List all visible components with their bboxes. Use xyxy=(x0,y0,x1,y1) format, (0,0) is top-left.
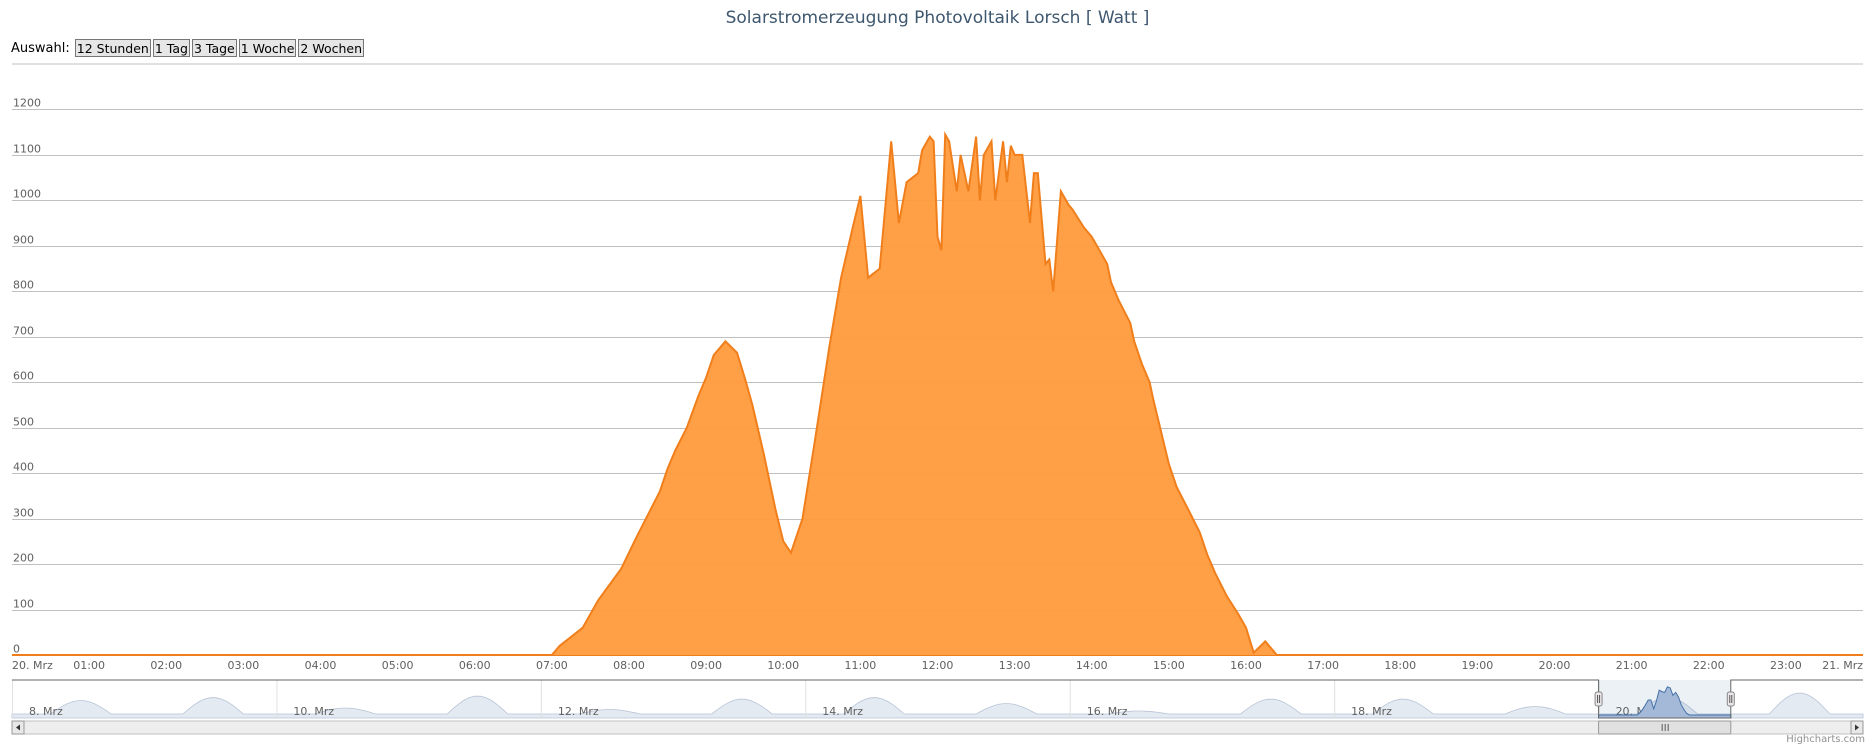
x-tick-label: 01:00 xyxy=(73,659,105,672)
y-tick-label: 900 xyxy=(13,234,34,247)
range-selector-label: Auswahl: xyxy=(11,40,70,56)
y-tick-label: 0 xyxy=(13,643,20,656)
range-button-3d[interactable]: 3 Tage xyxy=(191,39,237,57)
y-tick-label: 1000 xyxy=(13,188,41,201)
navigator-date-label: 10. Mrz xyxy=(293,705,334,718)
navigator-handle-right[interactable] xyxy=(1726,691,1735,707)
x-tick-label: 21. Mrz xyxy=(1822,659,1863,672)
x-tick-label: 13:00 xyxy=(999,659,1031,672)
navigator-outline xyxy=(12,679,1863,719)
scrollbar-left-button[interactable] xyxy=(11,720,25,735)
range-button-2w[interactable]: 2 Wochen xyxy=(298,39,365,57)
range-button-12h[interactable]: 12 Stunden xyxy=(74,39,151,57)
navigator-date-label: 8. Mrz xyxy=(29,705,63,718)
x-tick-label: 19:00 xyxy=(1462,659,1494,672)
navigator[interactable]: 8. Mrz 10. Mrz 12. Mrz 14. Mrz 16. Mrz 18. Mr… xyxy=(11,679,1864,735)
x-tick-label: 11:00 xyxy=(845,659,877,672)
navigator-background xyxy=(12,680,1863,718)
x-tick-label: 02:00 xyxy=(150,659,182,672)
x-tick-label: 21:00 xyxy=(1616,659,1648,672)
x-tick-label: 18:00 xyxy=(1384,659,1416,672)
x-tick-label: 05:00 xyxy=(382,659,414,672)
x-tick-label: 06:00 xyxy=(459,659,491,672)
x-tick-label: 12:00 xyxy=(922,659,954,672)
y-axis-labels: 0 100 200 300 400 500 600 700 800 900 1000 1100 1200 xyxy=(13,97,41,656)
navigator-series xyxy=(11,692,1864,719)
y-tick-label: 500 xyxy=(13,416,34,429)
credits-link[interactable]: Highcharts.com xyxy=(1786,734,1865,745)
x-tick-label: 22:00 xyxy=(1693,659,1725,672)
x-tick-label: 15:00 xyxy=(1153,659,1185,672)
y-tick-label: 400 xyxy=(13,461,34,474)
scrollbar-thumb[interactable] xyxy=(1598,720,1732,735)
x-tick-label: 03:00 xyxy=(228,659,260,672)
x-tick-label: 07:00 xyxy=(536,659,568,672)
series-area-fill xyxy=(12,134,1863,655)
range-button-1w[interactable]: 1 Woche xyxy=(238,39,297,57)
series-line xyxy=(12,130,1863,656)
y-tick-label: 700 xyxy=(13,325,34,338)
x-tick-label: 04:00 xyxy=(305,659,337,672)
x-tick-label: 09:00 xyxy=(690,659,722,672)
navigator-date-label: 16. Mrz xyxy=(1087,705,1128,718)
y-tick-label: 800 xyxy=(13,279,34,292)
x-tick-label: 16:00 xyxy=(1230,659,1262,672)
chart-title: Solarstromerzeugung Photovoltaik Lorsch … xyxy=(725,8,1150,28)
x-tick-label: 17:00 xyxy=(1307,659,1339,672)
navigator-date-label: 12. Mrz xyxy=(558,705,599,718)
range-selector: Auswahl: 12 Stunden 1 Tag 3 Tage 1 Woche… xyxy=(11,39,366,57)
range-button-1d[interactable]: 1 Tag xyxy=(152,39,190,57)
x-tick-label: 23:00 xyxy=(1770,659,1802,672)
scrollbar-right-button[interactable] xyxy=(1850,720,1864,735)
y-tick-label: 200 xyxy=(13,552,34,565)
y-tick-label: 100 xyxy=(13,598,34,611)
x-tick-label: 14:00 xyxy=(1076,659,1108,672)
x-axis-labels: 20. Mrz 01:00 02:00 03:00 04:00 05:00 06:00 07:… xyxy=(12,655,1863,672)
x-tick-label: 08:00 xyxy=(613,659,645,672)
scrollbar-track[interactable] xyxy=(11,720,1864,735)
x-tick-label: 20. Mrz xyxy=(12,659,53,672)
x-tick-label: 20:00 xyxy=(1539,659,1571,672)
navigator-handle-left[interactable] xyxy=(1594,691,1603,707)
y-tick-label: 300 xyxy=(13,507,34,520)
navigator-selected-series xyxy=(1598,686,1732,719)
y-tick-label: 600 xyxy=(13,370,34,383)
y-tick-label: 1200 xyxy=(13,97,41,110)
y-tick-label: 1100 xyxy=(13,143,41,156)
x-tick-label: 10:00 xyxy=(767,659,799,672)
series-layer xyxy=(12,130,1863,656)
navigator-date-label: 14. Mrz xyxy=(822,705,863,718)
navigator-date-label: 18. Mrz xyxy=(1351,705,1392,718)
